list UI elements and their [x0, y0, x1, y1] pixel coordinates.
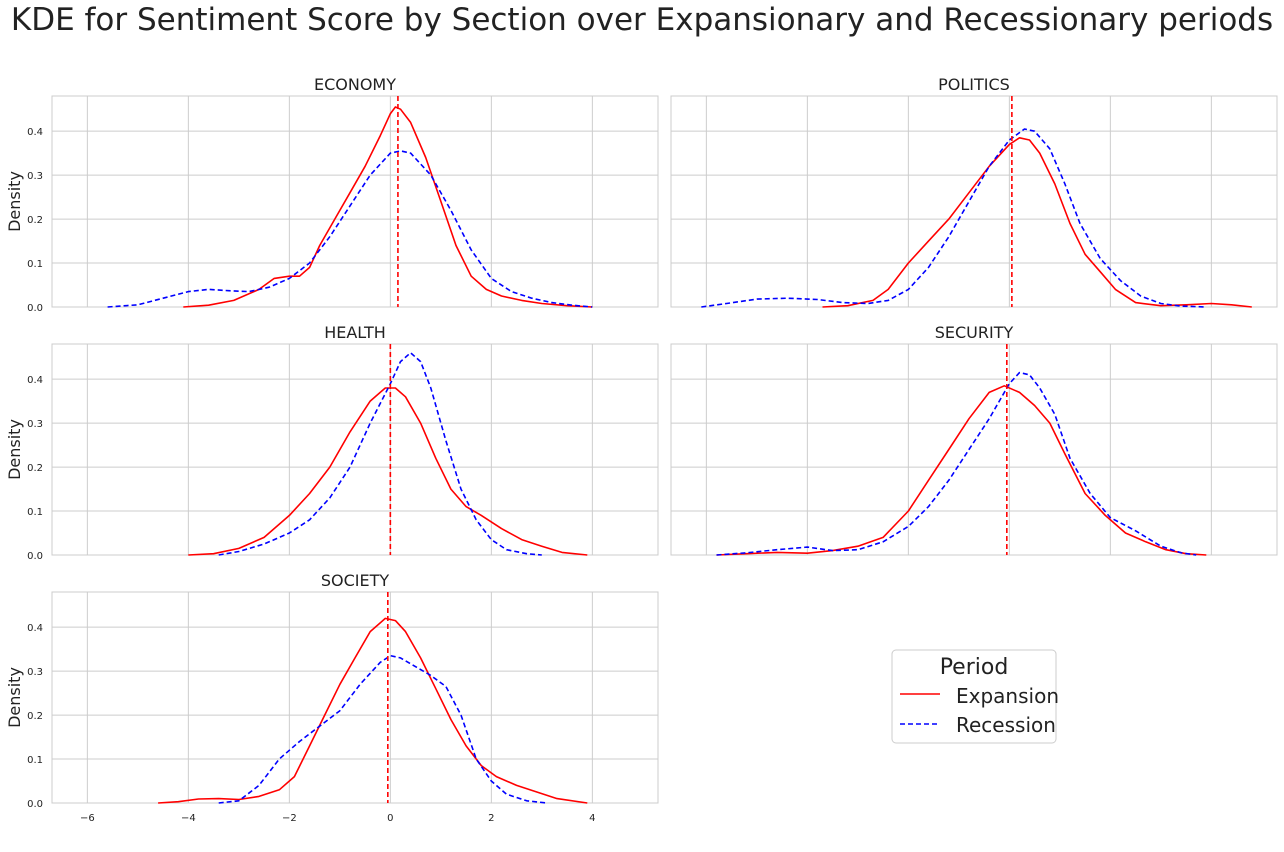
axes-frame: [51, 343, 659, 556]
subplot-title: SOCIETY: [321, 571, 390, 590]
y-tick-label: 0.2: [27, 463, 43, 474]
panel-society: 0.0 0.1 0.2 0.3 0.4 −6 −4 −2 0 2 4 SOCIETY Density: [5, 571, 659, 824]
recession-kde-line: [716, 371, 1197, 556]
expansion-kde-line: [822, 137, 1252, 308]
y-tick-label: 0.1: [27, 507, 43, 518]
subplot-title: POLITICS: [938, 75, 1010, 94]
axes-frame: [670, 343, 1278, 556]
y-tick-label: 0.0: [27, 551, 43, 562]
legend-expansion-label: Expansion: [956, 684, 1059, 708]
panel-security: SECURITY: [670, 323, 1278, 556]
recession-kde-line: [701, 128, 1207, 308]
expansion-kde-line: [188, 387, 588, 556]
subplot-title: HEALTH: [324, 323, 386, 342]
x-tick-label: −2: [282, 813, 297, 824]
panel-politics: POLITICS: [670, 75, 1278, 308]
x-tick-label: −4: [181, 813, 196, 824]
legend-title: Period: [940, 655, 1009, 680]
y-tick-label: 0.3: [27, 667, 43, 678]
y-tick-label: 0.0: [27, 799, 43, 810]
y-axis-label: Density: [5, 171, 24, 232]
y-tick-label: 0.1: [27, 259, 43, 270]
y-axis-label: Density: [5, 667, 24, 728]
y-tick-label: 0.2: [27, 215, 43, 226]
recession-kde-line: [107, 150, 593, 308]
legend-box: [891, 649, 1057, 744]
y-tick-label: 0.2: [27, 711, 43, 722]
y-tick-label: 0.0: [27, 303, 43, 314]
recession-kde-line: [218, 654, 547, 804]
subplot-title: SECURITY: [935, 323, 1014, 342]
panel-health: 0.0 0.1 0.2 0.3 0.4 HEALTH Density: [5, 323, 659, 562]
axes-frame: [51, 591, 659, 804]
panel-economy: 0.0 0.1 0.2 0.3 0.4 ECONOMY Density: [5, 75, 659, 314]
x-tick-label: −6: [80, 813, 95, 824]
y-axis-label: Density: [5, 419, 24, 480]
subplot-title: ECONOMY: [314, 75, 396, 94]
axes-frame: [51, 95, 659, 308]
recession-kde-line: [218, 351, 542, 556]
x-tick-label: 4: [589, 813, 595, 824]
legend: Period Expansion Recession: [891, 649, 1059, 744]
y-tick-label: 0.3: [27, 171, 43, 182]
y-tick-label: 0.4: [27, 127, 43, 138]
expansion-kde-line: [716, 384, 1207, 556]
expansion-kde-line: [158, 617, 588, 804]
y-tick-label: 0.4: [27, 375, 43, 386]
x-tick-label: 0: [387, 813, 393, 824]
axes-frame: [670, 95, 1278, 308]
y-tick-label: 0.1: [27, 755, 43, 766]
y-tick-label: 0.4: [27, 623, 43, 634]
expansion-kde-line: [183, 106, 593, 308]
legend-recession-label: Recession: [956, 713, 1056, 737]
figure-title: KDE for Sentiment Score by Section over …: [11, 2, 1273, 38]
x-tick-label: 2: [488, 813, 494, 824]
y-tick-label: 0.3: [27, 419, 43, 430]
